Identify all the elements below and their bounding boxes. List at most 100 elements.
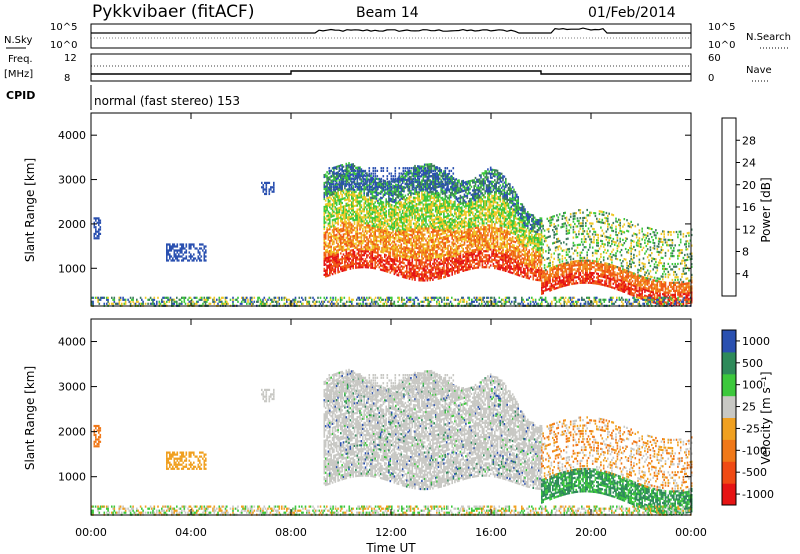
echo-cell xyxy=(377,240,379,242)
echo-cell xyxy=(505,196,507,198)
echo-cell xyxy=(392,181,394,183)
echo-cell xyxy=(442,193,444,195)
echo-cell xyxy=(434,197,436,199)
echo-cell xyxy=(493,169,495,171)
echo-cell xyxy=(346,229,348,231)
echo-cell xyxy=(406,231,408,233)
echo-cell xyxy=(500,190,502,192)
echo-cell xyxy=(447,235,449,237)
echo-cell xyxy=(412,254,414,256)
echo-cell xyxy=(450,268,452,270)
echo-cell xyxy=(439,174,441,176)
echo-cell xyxy=(461,214,463,216)
echo-cell xyxy=(478,262,480,264)
echo-cell xyxy=(447,251,449,253)
echo-cell xyxy=(461,224,463,226)
echo-cell xyxy=(329,274,331,276)
echo-cell xyxy=(487,190,489,192)
echo-cell xyxy=(361,244,363,246)
echo-cell xyxy=(343,214,345,216)
echo-cell xyxy=(346,199,348,201)
echo-cell xyxy=(324,236,326,238)
echo-cell xyxy=(487,232,489,234)
echo-cell xyxy=(493,253,495,255)
echo-cell xyxy=(330,266,332,268)
echo-cell xyxy=(398,274,400,276)
echo-cell xyxy=(439,229,441,231)
echo-cell xyxy=(508,265,510,267)
echo-cell xyxy=(416,167,418,169)
echo-cell xyxy=(425,200,427,202)
echo-cell xyxy=(372,227,374,229)
echo-cell xyxy=(384,260,386,262)
echo-cell xyxy=(500,208,502,210)
echo-cell xyxy=(416,221,418,223)
echo-cell xyxy=(432,241,434,243)
echo-cell xyxy=(502,265,504,267)
echo-cell xyxy=(401,255,403,257)
echo-cell xyxy=(340,246,342,248)
echo-cell xyxy=(434,247,436,249)
echo-cell xyxy=(497,246,499,248)
echo-cell xyxy=(376,258,378,260)
echo-cell xyxy=(328,205,330,207)
echo-cell xyxy=(460,189,462,191)
echo-cell xyxy=(417,167,419,169)
echo-cell xyxy=(368,216,370,218)
echo-cell xyxy=(387,259,389,261)
echo-cell xyxy=(493,265,495,267)
echo-cell xyxy=(336,208,338,210)
echo-cell xyxy=(368,222,370,224)
echo-cell xyxy=(460,217,462,219)
echo-cell xyxy=(414,269,416,271)
echo-cell xyxy=(427,255,429,257)
echo-cell xyxy=(493,203,495,205)
echo-cell xyxy=(336,212,338,214)
echo-cell xyxy=(443,258,445,260)
echo-cell xyxy=(359,200,361,202)
echo-cell xyxy=(416,175,418,177)
echo-cell xyxy=(471,236,473,238)
echo-cell xyxy=(423,267,425,269)
echo-cell xyxy=(508,217,510,219)
echo-cell xyxy=(417,243,419,245)
echo-cell xyxy=(357,205,359,207)
echo-cell xyxy=(359,178,361,180)
echo-cell xyxy=(475,181,477,183)
echo-cell xyxy=(453,229,455,231)
echo-cell xyxy=(359,224,361,226)
echo-cell xyxy=(357,239,359,241)
echo-cell xyxy=(344,199,346,201)
echo-cell xyxy=(383,245,385,247)
echo-cell xyxy=(436,268,438,270)
echo-cell xyxy=(460,191,462,193)
echo-cell xyxy=(497,210,499,212)
echo-cell xyxy=(336,262,338,264)
echo-cell xyxy=(368,178,370,180)
echo-cell xyxy=(493,235,495,237)
echo-cell xyxy=(483,260,485,262)
echo-cell xyxy=(506,236,508,238)
echo-cell xyxy=(438,232,440,234)
echo-cell xyxy=(464,213,466,215)
echo-cell xyxy=(352,239,354,241)
echo-cell xyxy=(365,244,367,246)
echo-cell xyxy=(405,195,407,197)
echo-cell xyxy=(417,213,419,215)
echo-cell xyxy=(431,269,433,271)
echo-cell xyxy=(399,261,401,263)
echo-cell xyxy=(365,234,367,236)
echo-cell xyxy=(370,221,372,223)
echo-cell xyxy=(406,217,408,219)
echo-cell xyxy=(460,253,462,255)
echo-cell xyxy=(409,274,411,276)
echo-cell xyxy=(414,187,416,189)
echo-cell xyxy=(478,244,480,246)
echo-cell xyxy=(453,235,455,237)
echo-cell xyxy=(509,255,511,257)
echo-cell xyxy=(464,269,466,271)
echo-cell xyxy=(361,232,363,234)
echo-cell xyxy=(460,197,462,199)
echo-cell xyxy=(412,212,414,214)
echo-cell xyxy=(439,219,441,221)
